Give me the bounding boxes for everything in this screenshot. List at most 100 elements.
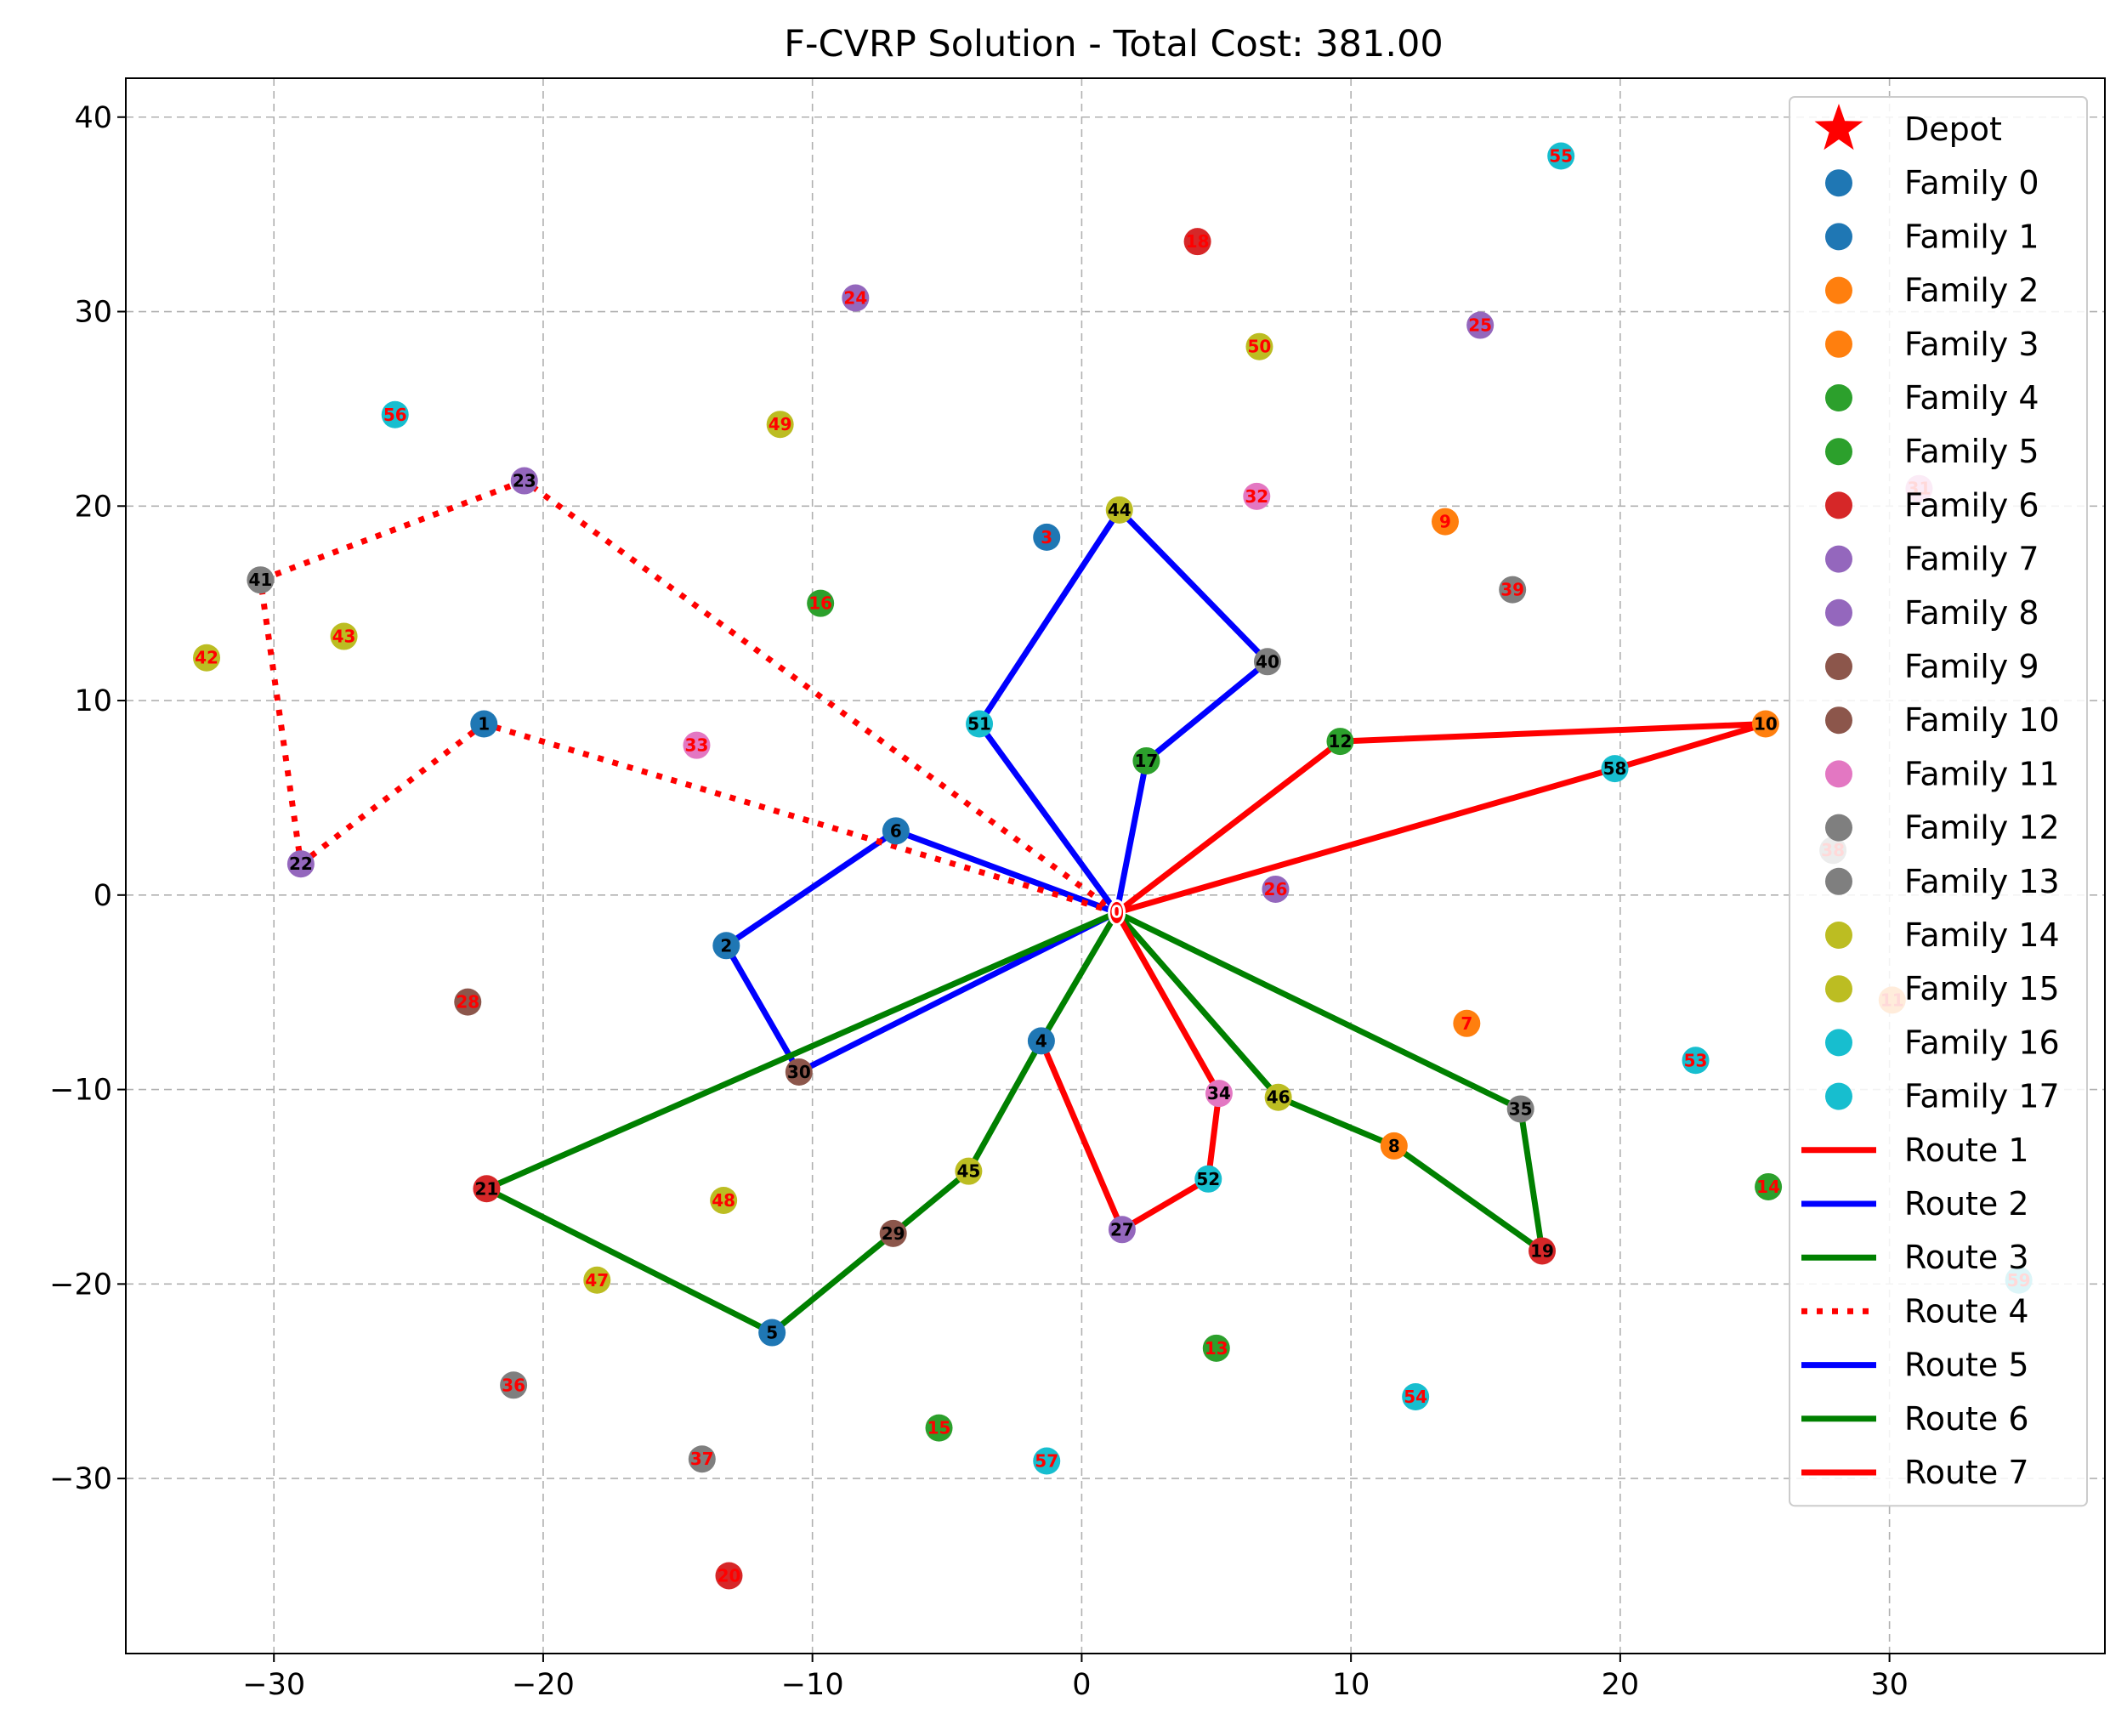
node-label: 34 [1207, 1083, 1231, 1103]
customer-nodes: 1234567891011121314151617181920212223242… [193, 142, 2033, 1590]
customer-node [1183, 228, 1211, 256]
y-tick-label: −30 [49, 1462, 112, 1496]
legend-marker [1825, 706, 1852, 735]
legend-marker [1825, 1082, 1852, 1110]
legend-marker [1825, 384, 1852, 411]
x-tick-label: 20 [1602, 1668, 1640, 1702]
x-tick-label: −30 [242, 1668, 305, 1702]
customer-node [330, 622, 358, 650]
customer-node [1132, 746, 1160, 774]
route-line [1114, 910, 1546, 1254]
node-label: 3 [1041, 527, 1052, 547]
node-label: 18 [1186, 231, 1210, 252]
node-label: 6 [890, 820, 902, 841]
customer-node [1108, 1216, 1136, 1244]
legend-label: Family 2 [1904, 272, 2039, 309]
legend-label: Route 1 [1904, 1132, 2029, 1169]
node-label: 17 [1135, 751, 1159, 771]
legend-marker [1825, 599, 1852, 627]
customer-node [1245, 332, 1273, 360]
x-tick-label: −10 [781, 1668, 844, 1702]
x-tick-label: 10 [1332, 1668, 1370, 1702]
customer-node [966, 710, 994, 738]
customer-node [381, 400, 409, 428]
chart-title: F-CVRP Solution - Total Cost: 381.00 [784, 23, 1444, 65]
customer-node [1506, 1095, 1534, 1123]
node-label: 45 [956, 1161, 980, 1182]
legend-label: Route 7 [1904, 1454, 2029, 1491]
node-label: 58 [1603, 758, 1627, 779]
customer-node [1755, 1172, 1783, 1200]
node-label: 27 [1110, 1219, 1134, 1240]
customer-node [925, 1414, 953, 1442]
legend-label: Family 11 [1904, 755, 2060, 792]
customer-node [1402, 1383, 1430, 1411]
node-label: 33 [685, 735, 709, 756]
node-label: 9 [1439, 512, 1451, 532]
customer-node [1380, 1132, 1408, 1160]
legend-label: Depot [1904, 111, 2002, 148]
legend-marker [1825, 438, 1852, 466]
customer-node [500, 1371, 528, 1399]
node-label: 35 [1509, 1098, 1533, 1119]
customer-node [1547, 142, 1575, 170]
legend-marker [1825, 1029, 1852, 1057]
legend-label: Family 10 [1904, 701, 2060, 739]
customer-node [1105, 496, 1133, 524]
legend: Depot Family 0 Family 1 Family 2 Family 3 Fam… [1789, 96, 2088, 1507]
node-label: 14 [1756, 1177, 1780, 1197]
depot-marker-group: 0 [1108, 899, 1126, 926]
customer-node [1194, 1165, 1222, 1193]
node-label: 5 [766, 1323, 778, 1343]
legend-label: Route 2 [1904, 1185, 2029, 1223]
legend-box [1789, 96, 2088, 1507]
legend-label: Route 4 [1904, 1292, 2029, 1330]
y-tick-label: −10 [49, 1074, 112, 1108]
customer-node [1262, 875, 1290, 903]
customer-node [247, 566, 275, 594]
customer-node [583, 1266, 611, 1294]
customer-node [286, 850, 315, 878]
customer-node [688, 1445, 716, 1473]
legend-marker [1825, 814, 1852, 842]
node-label: 21 [475, 1178, 499, 1199]
node-label: 25 [1468, 315, 1492, 336]
customer-node [879, 1219, 907, 1247]
legend-marker [1825, 760, 1852, 788]
legend-marker [1825, 867, 1852, 895]
route-line [257, 478, 1119, 916]
node-label: 41 [248, 570, 272, 590]
customer-node [1326, 728, 1354, 756]
legend-label: Family 9 [1904, 648, 2039, 685]
node-label: 16 [808, 593, 832, 614]
node-label: 28 [456, 992, 479, 1013]
legend-label: Family 15 [1904, 970, 2060, 1007]
legend-label: Family 13 [1904, 863, 2060, 900]
legend-marker [1825, 169, 1852, 197]
legend-label: Family 1 [1904, 218, 2039, 255]
node-label: 53 [1684, 1050, 1708, 1070]
node-label: 55 [1549, 146, 1573, 167]
node-label: 36 [502, 1375, 525, 1395]
legend-marker [1825, 545, 1852, 573]
customer-node [1601, 755, 1629, 783]
node-label: 39 [1500, 580, 1524, 600]
node-label: 8 [1388, 1136, 1400, 1156]
node-label: 12 [1329, 731, 1353, 752]
node-label: 19 [1530, 1240, 1554, 1261]
node-label: 43 [332, 627, 356, 647]
node-label: 20 [718, 1565, 741, 1586]
node-label: 40 [1256, 651, 1279, 672]
customer-node [766, 411, 794, 439]
legend-label: Family 8 [1904, 594, 2039, 632]
legend-marker [1825, 330, 1852, 358]
customer-node [1453, 1009, 1481, 1037]
node-label: 57 [1035, 1451, 1058, 1472]
node-label: 22 [289, 854, 313, 874]
customer-node [1202, 1334, 1230, 1362]
node-label: 56 [383, 405, 407, 425]
node-label: 42 [195, 648, 218, 668]
node-label: 30 [787, 1062, 811, 1082]
legend-label: Family 6 [1904, 486, 2039, 524]
x-tick-label: 30 [1870, 1668, 1909, 1702]
